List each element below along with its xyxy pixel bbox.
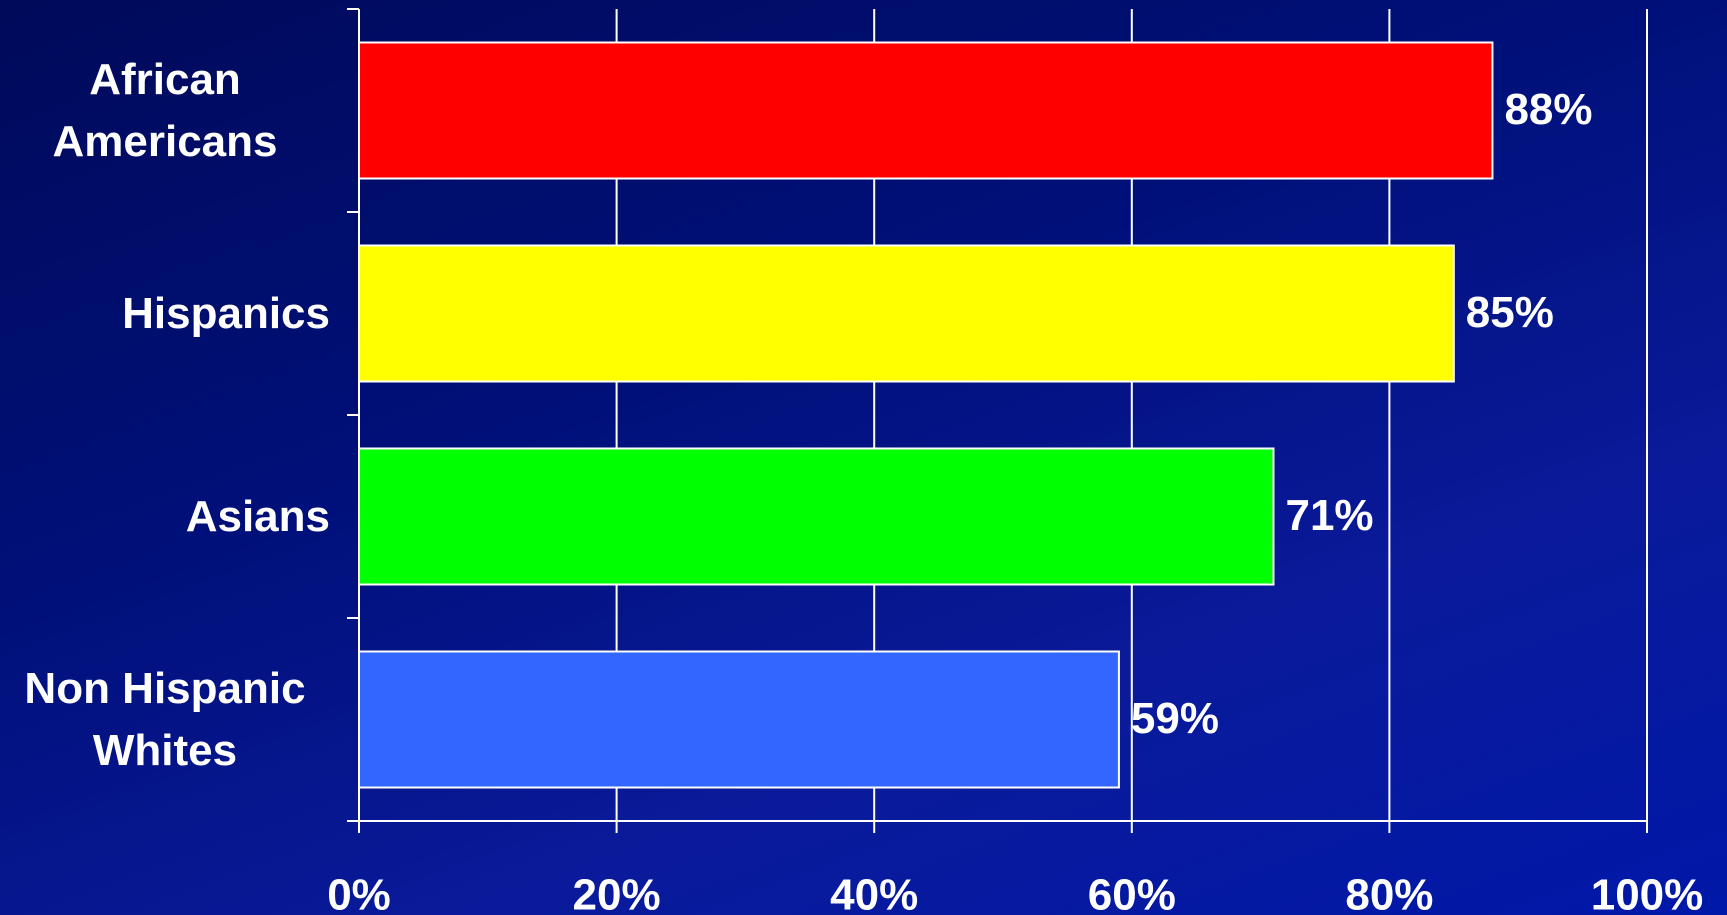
value-label: 71% — [1285, 491, 1373, 540]
x-tick-label: 0% — [327, 871, 391, 915]
value-label: 85% — [1466, 288, 1554, 337]
y-tick-label: African Americans — [52, 54, 278, 166]
y-tick-label: Non Hispanic Whites — [24, 663, 306, 775]
value-label: 88% — [1504, 85, 1592, 134]
x-tick-label: 60% — [1088, 871, 1176, 915]
x-tick-label: 20% — [573, 871, 661, 915]
bar — [358, 41, 1494, 180]
x-tick-label: 80% — [1345, 871, 1433, 915]
x-tick-label: 40% — [830, 871, 918, 915]
bar — [358, 244, 1455, 383]
bar — [358, 650, 1120, 789]
y-tick-label: Hispanics — [122, 288, 330, 338]
value-label: 59% — [1131, 694, 1219, 743]
x-tick-label: 100% — [1591, 871, 1704, 915]
bar — [358, 447, 1275, 586]
y-tick-label: Asians — [185, 491, 330, 541]
